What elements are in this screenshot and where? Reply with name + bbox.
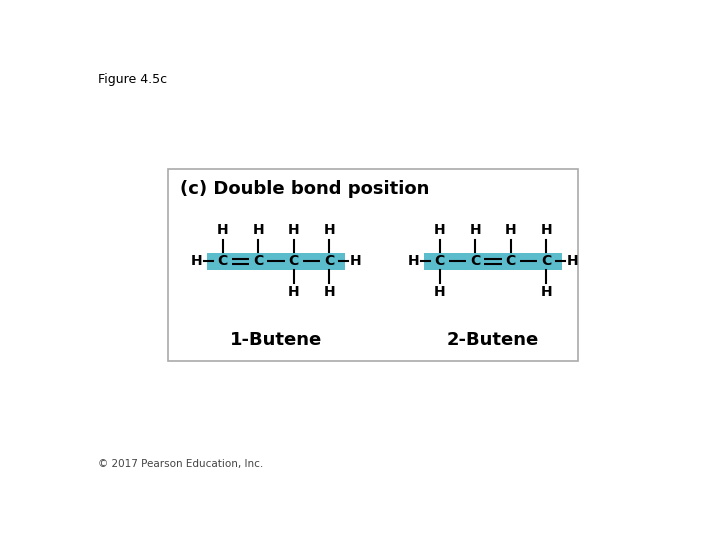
Text: H: H: [433, 285, 446, 299]
Text: H: H: [433, 224, 446, 238]
Text: H: H: [541, 224, 552, 238]
Text: Figure 4.5c: Figure 4.5c: [98, 72, 167, 85]
Text: H: H: [324, 285, 336, 299]
Text: (c) Double bond position: (c) Double bond position: [180, 179, 429, 198]
Text: H: H: [217, 224, 228, 238]
Text: H: H: [541, 285, 552, 299]
Text: C: C: [253, 254, 264, 268]
Bar: [207, 253, 345, 269]
Text: C: C: [324, 254, 335, 268]
Text: 2-Butene: 2-Butene: [447, 330, 539, 349]
Text: C: C: [505, 254, 516, 268]
Text: C: C: [541, 254, 552, 268]
Bar: [168, 168, 578, 361]
Bar: [424, 253, 562, 269]
Text: H: H: [288, 285, 300, 299]
Text: H: H: [350, 254, 361, 268]
Text: C: C: [434, 254, 445, 268]
Text: C: C: [289, 254, 299, 268]
Text: H: H: [469, 224, 481, 238]
Text: H: H: [408, 254, 419, 268]
Text: H: H: [253, 224, 264, 238]
Text: C: C: [217, 254, 228, 268]
Text: H: H: [324, 224, 336, 238]
Text: H: H: [191, 254, 202, 268]
Text: H: H: [288, 224, 300, 238]
Text: 1-Butene: 1-Butene: [230, 330, 322, 349]
Text: H: H: [567, 254, 578, 268]
Text: C: C: [470, 254, 480, 268]
Text: © 2017 Pearson Education, Inc.: © 2017 Pearson Education, Inc.: [98, 459, 263, 469]
Text: H: H: [505, 224, 517, 238]
